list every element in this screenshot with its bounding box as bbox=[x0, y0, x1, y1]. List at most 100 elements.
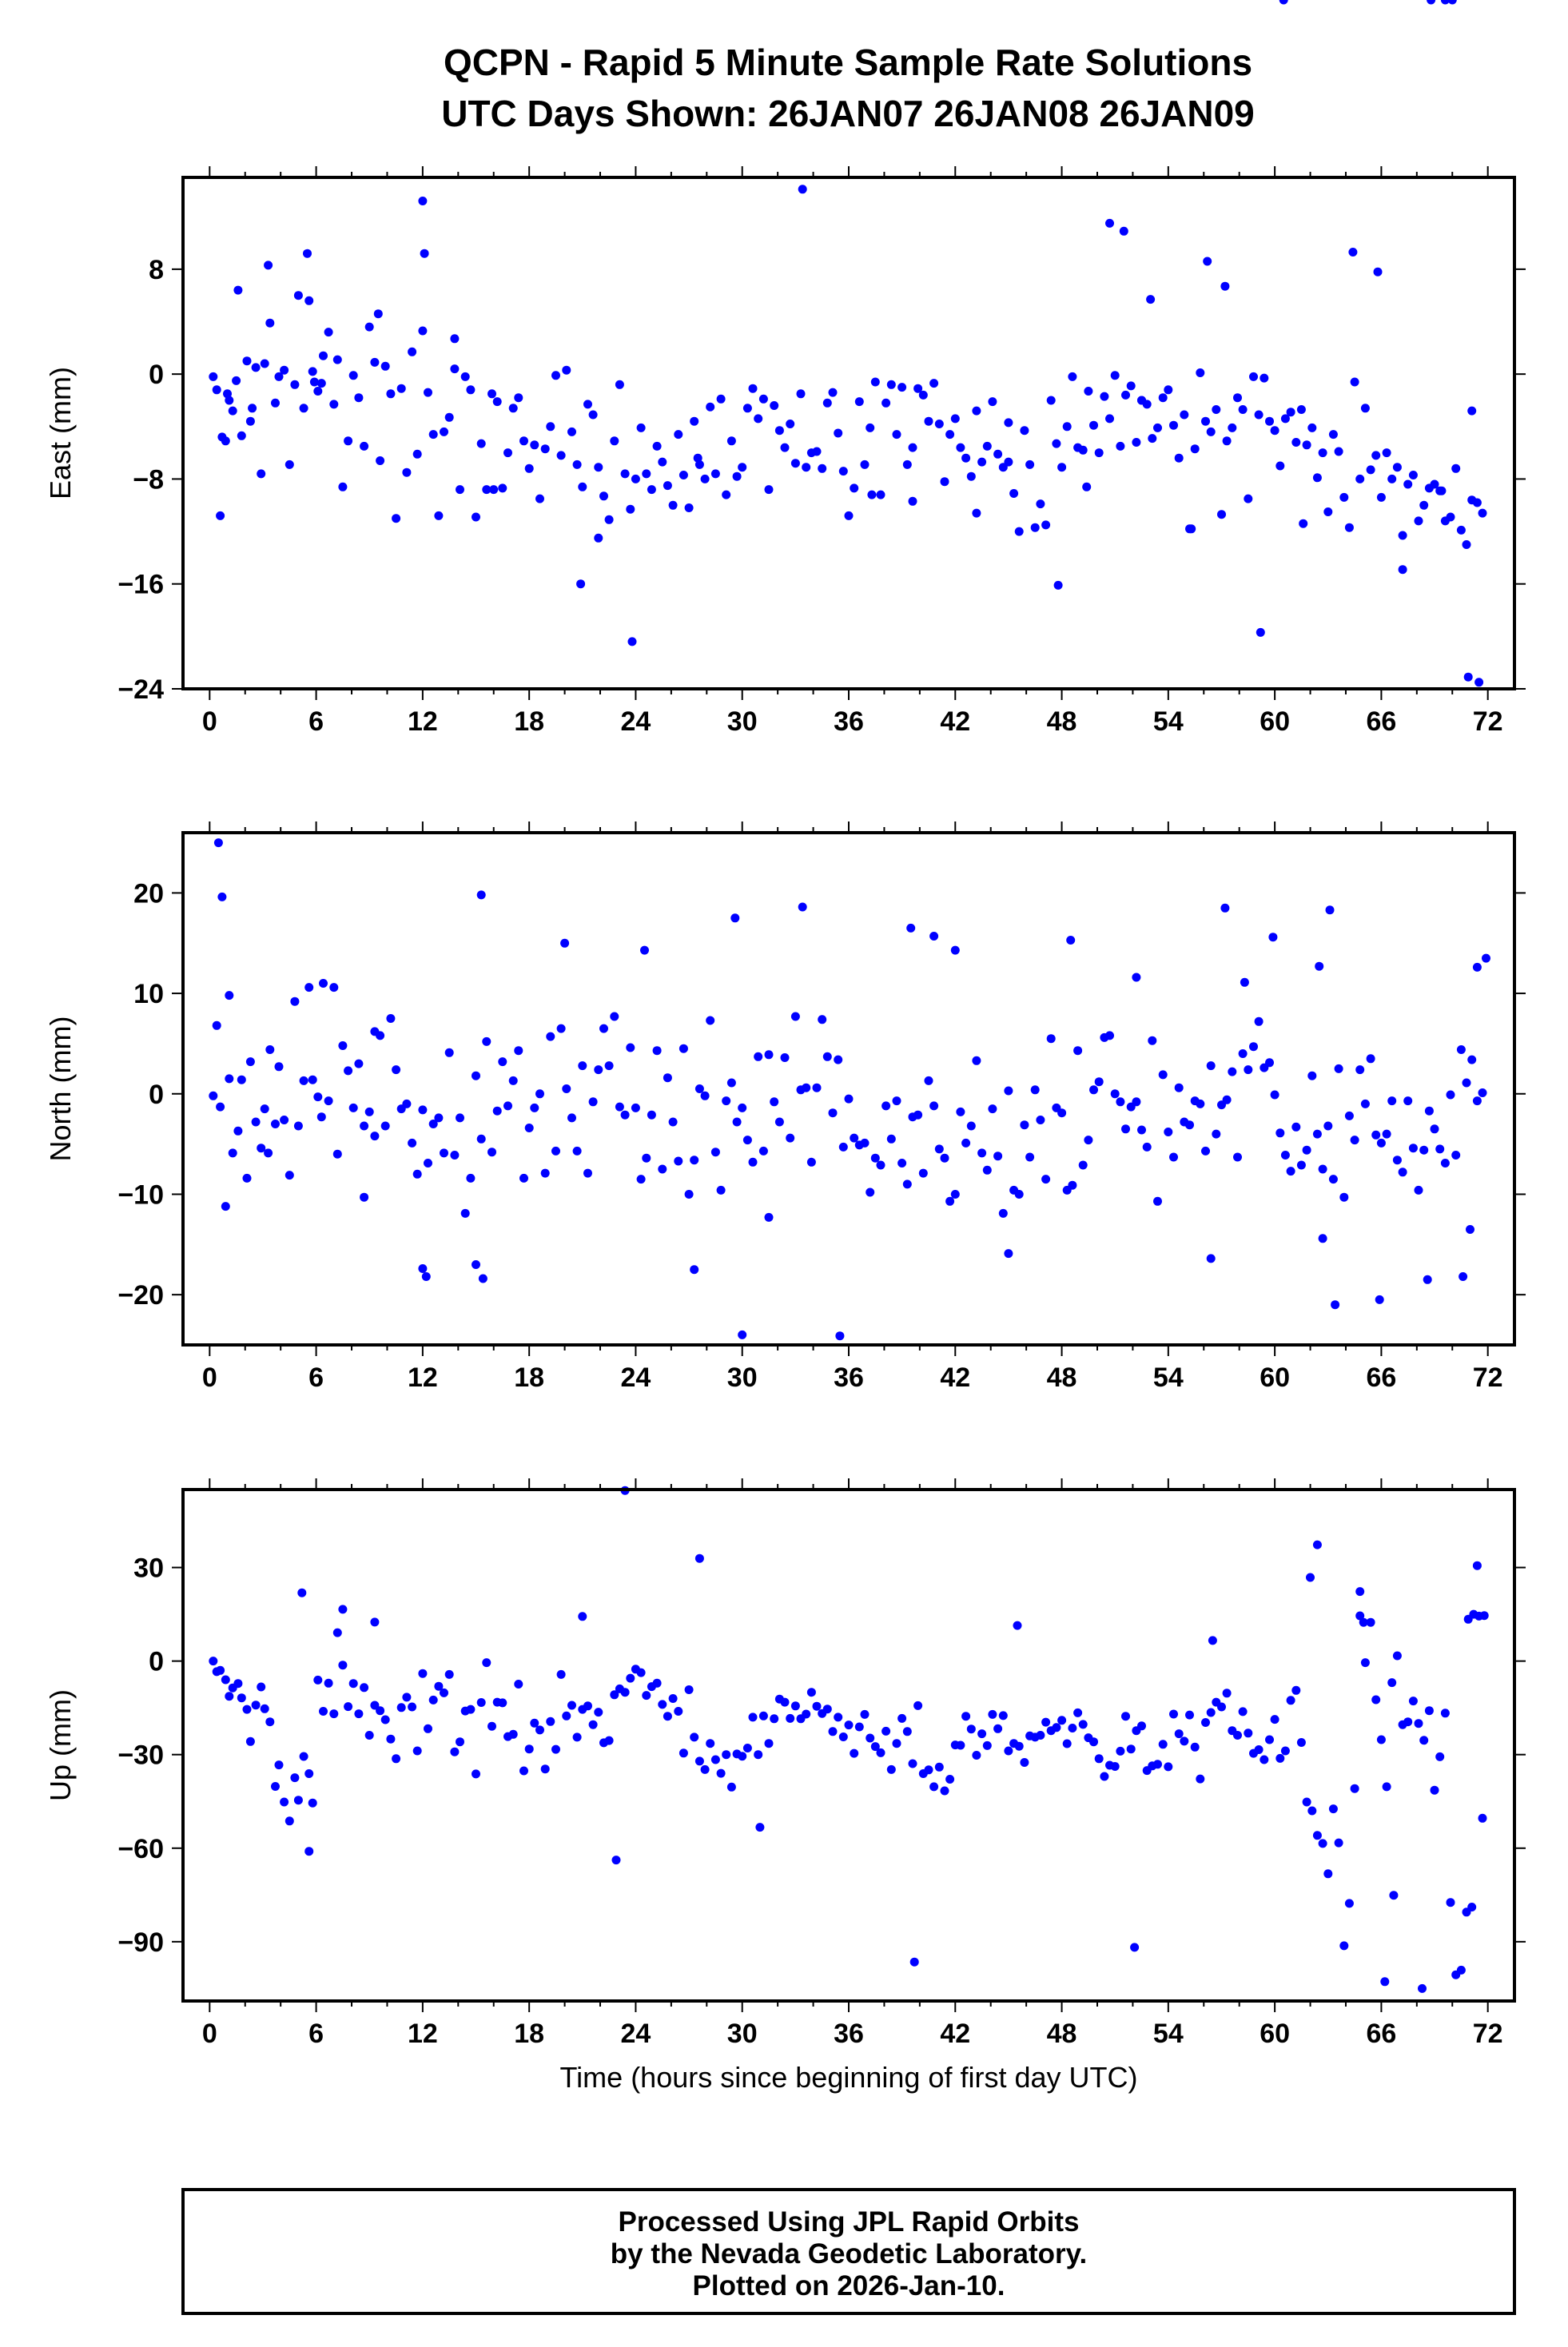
data-point bbox=[1078, 445, 1088, 455]
data-point bbox=[1105, 414, 1114, 424]
data-point bbox=[217, 432, 227, 442]
data-point bbox=[1286, 408, 1295, 417]
data-point bbox=[237, 1075, 246, 1084]
data-point bbox=[1180, 410, 1189, 420]
data-point bbox=[260, 1704, 269, 1713]
data-point bbox=[693, 453, 702, 463]
data-point bbox=[1270, 1715, 1279, 1724]
data-point bbox=[290, 380, 300, 389]
data-point bbox=[299, 1752, 308, 1761]
data-point bbox=[264, 261, 273, 270]
data-point bbox=[1025, 459, 1035, 469]
data-point bbox=[1435, 1752, 1445, 1761]
data-point bbox=[386, 1734, 396, 1744]
data-point bbox=[758, 1711, 768, 1720]
x-tick-label: 72 bbox=[1473, 2019, 1503, 2049]
data-point bbox=[1348, 248, 1358, 257]
data-point bbox=[1430, 1785, 1439, 1795]
data-point bbox=[1462, 540, 1471, 549]
data-point bbox=[319, 979, 328, 988]
data-point bbox=[882, 1726, 891, 1736]
data-point bbox=[1057, 463, 1067, 472]
data-point bbox=[412, 1169, 422, 1179]
data-point bbox=[1440, 1159, 1450, 1168]
data-point bbox=[774, 426, 784, 436]
data-point bbox=[599, 1024, 608, 1033]
data-point bbox=[966, 1121, 976, 1131]
data-point bbox=[1222, 1689, 1232, 1698]
x-tick-label: 54 bbox=[1153, 706, 1184, 737]
data-point bbox=[940, 477, 949, 487]
data-point bbox=[212, 1020, 221, 1030]
data-point bbox=[1403, 1717, 1413, 1727]
data-point bbox=[1371, 1130, 1381, 1140]
data-point bbox=[271, 1120, 280, 1128]
data-point bbox=[1463, 672, 1473, 682]
data-point bbox=[370, 357, 380, 367]
data-point bbox=[450, 364, 460, 374]
data-point bbox=[610, 1012, 619, 1021]
x-tick-label: 72 bbox=[1473, 1362, 1503, 1393]
data-point bbox=[304, 1847, 314, 1856]
data-point bbox=[216, 511, 225, 520]
data-point bbox=[1451, 1151, 1461, 1160]
data-point bbox=[418, 197, 428, 205]
data-point bbox=[1169, 420, 1178, 430]
data-point bbox=[828, 1108, 838, 1118]
data-point bbox=[1244, 1728, 1253, 1738]
data-point bbox=[780, 443, 790, 452]
data-point bbox=[408, 347, 417, 356]
data-point bbox=[232, 376, 241, 385]
footer-box bbox=[181, 2188, 1516, 2315]
data-point bbox=[1132, 1097, 1141, 1107]
data-point bbox=[758, 1146, 768, 1156]
data-point bbox=[1240, 977, 1249, 987]
data-point bbox=[225, 1692, 234, 1701]
data-point bbox=[1478, 1813, 1487, 1823]
data-point bbox=[1110, 371, 1120, 380]
data-point bbox=[786, 420, 795, 428]
data-point bbox=[966, 1724, 976, 1734]
data-point bbox=[1180, 1736, 1189, 1746]
data-point bbox=[428, 1695, 438, 1705]
data-point bbox=[1126, 381, 1136, 391]
data-point bbox=[1153, 1760, 1162, 1769]
data-point bbox=[1238, 1707, 1248, 1716]
data-point bbox=[934, 420, 944, 428]
data-point bbox=[812, 1083, 822, 1092]
x-tick-label: 66 bbox=[1366, 1362, 1396, 1393]
data-point bbox=[1013, 1621, 1022, 1630]
data-point bbox=[1068, 1724, 1077, 1732]
data-point bbox=[1169, 1152, 1178, 1162]
data-point bbox=[338, 1605, 348, 1614]
data-point bbox=[1373, 267, 1383, 276]
data-point bbox=[299, 1076, 308, 1085]
data-point bbox=[428, 1120, 438, 1128]
scatter-points bbox=[209, 838, 1490, 1341]
data-point bbox=[1398, 565, 1407, 575]
data-point bbox=[1220, 903, 1230, 913]
data-point bbox=[1105, 218, 1114, 228]
data-point bbox=[1275, 1128, 1285, 1138]
data-point bbox=[386, 389, 396, 399]
data-point bbox=[972, 1056, 981, 1065]
data-point bbox=[902, 1179, 912, 1189]
data-point bbox=[316, 1112, 326, 1122]
data-point bbox=[726, 1782, 736, 1792]
data-point bbox=[264, 1148, 273, 1158]
data-point bbox=[647, 1110, 656, 1120]
data-point bbox=[1344, 1111, 1354, 1120]
data-point bbox=[472, 1769, 480, 1779]
data-point bbox=[802, 463, 811, 472]
data-point bbox=[1020, 426, 1029, 436]
x-tick-label: 18 bbox=[514, 2019, 544, 2049]
data-point bbox=[690, 1156, 699, 1165]
data-point bbox=[1142, 1142, 1152, 1152]
data-point bbox=[1014, 1741, 1024, 1751]
data-point bbox=[588, 1097, 598, 1107]
data-point bbox=[360, 1192, 369, 1202]
data-point bbox=[1116, 441, 1125, 451]
data-point bbox=[354, 1059, 364, 1068]
data-point bbox=[1467, 406, 1477, 416]
data-point bbox=[626, 1043, 635, 1052]
